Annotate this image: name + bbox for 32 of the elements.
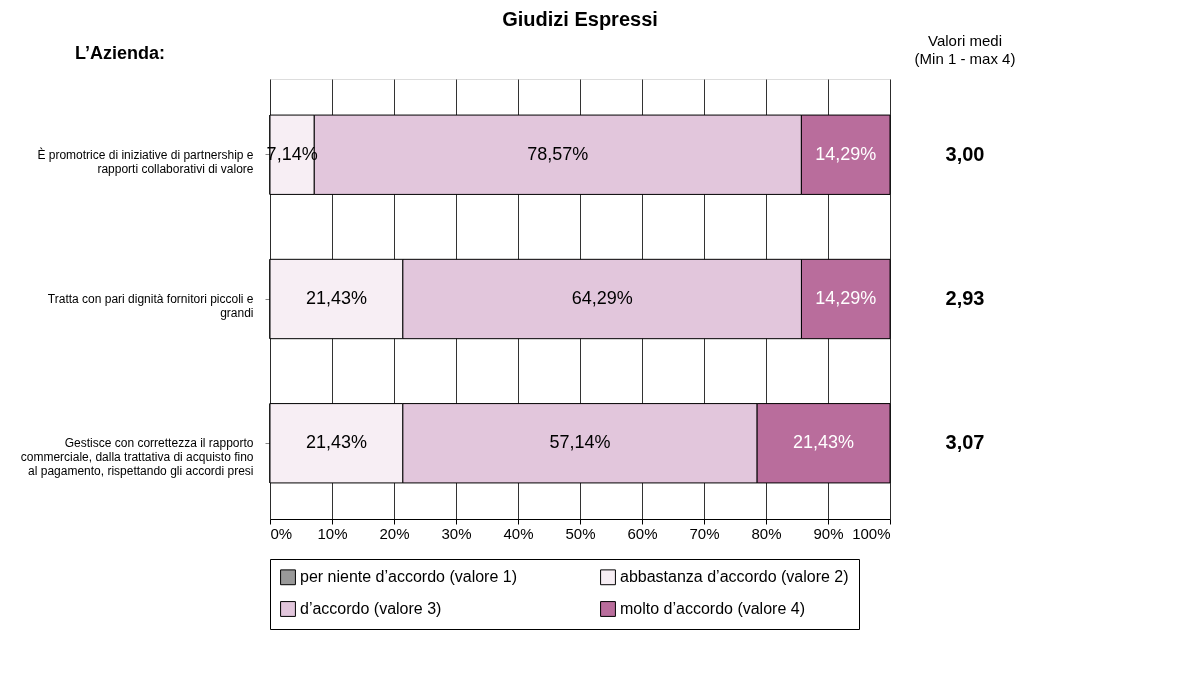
legend-label: abbastanza d’accordo (valore 2) <box>620 568 849 586</box>
data-label: 57,14% <box>549 432 611 453</box>
data-label: 78,57% <box>527 143 589 164</box>
data-label: 14,29% <box>815 288 877 308</box>
text: L’Azienda: <box>74 43 166 63</box>
x-tick-label: 0% <box>270 524 293 542</box>
data-label: 21,43% <box>305 432 367 453</box>
legend-label: d’accordo (valore 3) <box>300 600 442 617</box>
data-label: 64,29% <box>571 288 633 308</box>
legend-label: molto d’accordo (valore 4) <box>620 600 805 617</box>
x-tick-label: 20% <box>379 524 410 542</box>
text: 3,07 <box>945 431 985 454</box>
x-tick-label: 30% <box>441 524 472 542</box>
x-tick-label: 90% <box>813 524 844 542</box>
y-tick-label: Gestisce con correttezza il rapporto commerciale, dalla trattativa di acquisto fino al pagamento, rispettando gli accordi presi <box>20 436 254 479</box>
data-label: 14,29% <box>815 143 877 164</box>
x-tick-label: 70% <box>689 524 720 542</box>
x-tick-label: 40% <box>503 524 534 542</box>
data-label: 21,43% <box>305 288 367 308</box>
text: Valori medi (Min 1 - max 4) <box>914 32 1016 67</box>
y-tick-label: È promotrice di iniziative di partnership e rapporti collaborativi di valore <box>37 146 254 176</box>
y-tick-label: Tratta con pari dignità fornitori piccoli e grandi <box>47 292 254 320</box>
data-label: 21,43% <box>793 432 855 453</box>
x-tick-label: 80% <box>751 524 782 542</box>
legend-label: per niente d’accordo (valore 1) <box>300 568 518 586</box>
chart-title: Giudizi Espressi <box>502 8 658 30</box>
text: 3,00 <box>945 142 985 165</box>
x-tick-label: 50% <box>565 524 596 542</box>
x-tick-label: 100% <box>852 524 891 542</box>
x-tick-label: 10% <box>317 524 348 542</box>
x-tick-label: 60% <box>627 524 658 542</box>
text: 2,93 <box>945 287 985 309</box>
